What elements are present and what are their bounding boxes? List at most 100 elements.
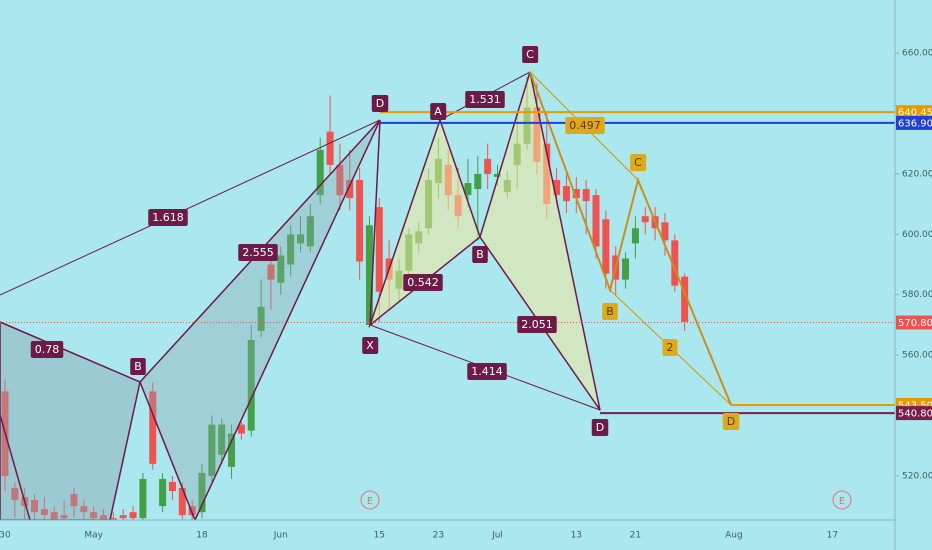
point-label: D bbox=[596, 421, 604, 434]
point-label: C bbox=[526, 48, 534, 61]
x-tick-label: 30 bbox=[0, 531, 11, 541]
candle-body bbox=[218, 424, 226, 455]
candle-body bbox=[553, 179, 561, 196]
y-tick-label: 660.00 bbox=[902, 49, 932, 59]
price-lines bbox=[0, 111, 895, 415]
candle-body bbox=[247, 340, 255, 431]
point-label: 2 bbox=[667, 341, 674, 354]
pattern-line bbox=[369, 119, 381, 326]
point-label: D bbox=[376, 97, 384, 110]
candle-body bbox=[641, 216, 649, 223]
x-tick-label: 18 bbox=[196, 531, 208, 541]
ratio-label: 2.051 bbox=[521, 318, 553, 331]
candle-body bbox=[602, 219, 610, 274]
earnings-label[interactable]: E bbox=[367, 496, 373, 507]
ratio-label: 1.414 bbox=[471, 365, 503, 378]
ratio-label: 2.555 bbox=[242, 246, 274, 259]
ratio-label: 1.618 bbox=[152, 211, 184, 224]
candle-body bbox=[90, 512, 98, 519]
candle-body bbox=[464, 182, 472, 196]
pattern-overlay bbox=[0, 71, 732, 520]
candle-body bbox=[237, 424, 245, 434]
point-label: X bbox=[366, 339, 374, 352]
label-box bbox=[565, 117, 605, 134]
label-box bbox=[630, 154, 647, 171]
candle-body bbox=[208, 424, 216, 476]
candle-body bbox=[622, 258, 630, 280]
candle-body bbox=[149, 391, 157, 464]
candle-body bbox=[139, 478, 147, 519]
x-tick-label: Aug bbox=[725, 531, 743, 541]
candle-body bbox=[267, 264, 275, 280]
candle-body bbox=[60, 515, 68, 519]
x-tick-label: 13 bbox=[571, 531, 582, 541]
label-box bbox=[602, 303, 618, 320]
earnings-icon[interactable] bbox=[832, 490, 852, 510]
candle-body bbox=[365, 225, 373, 325]
candle-body bbox=[70, 494, 78, 507]
candle-body bbox=[50, 512, 58, 520]
label-box bbox=[591, 419, 609, 436]
price-label: 640.45 bbox=[898, 108, 932, 119]
earnings-icon[interactable] bbox=[360, 490, 380, 510]
x-tick-label: 23 bbox=[433, 531, 444, 541]
label-box bbox=[522, 46, 539, 63]
pattern-line bbox=[529, 71, 732, 406]
label-box bbox=[30, 341, 64, 358]
candle-body bbox=[661, 222, 669, 241]
candle-body bbox=[188, 506, 196, 516]
price-label-box bbox=[896, 115, 932, 130]
label-box bbox=[403, 274, 443, 291]
candle-body bbox=[681, 276, 689, 322]
pattern-line bbox=[0, 414, 31, 520]
price-label-box bbox=[896, 406, 932, 421]
point-label: A bbox=[434, 105, 442, 118]
candle-body bbox=[562, 186, 570, 202]
candle-body bbox=[572, 189, 580, 199]
ratio-label: 0.78 bbox=[35, 343, 60, 356]
candle-body bbox=[671, 240, 679, 286]
y-tick-label: 560.00 bbox=[902, 351, 932, 361]
ratio-label: 0.497 bbox=[569, 119, 601, 132]
candle-body bbox=[631, 228, 639, 244]
label-box bbox=[467, 363, 507, 380]
x-tick-label: Jul bbox=[491, 531, 503, 541]
candle-body bbox=[40, 509, 48, 516]
point-label: B bbox=[476, 248, 484, 261]
candle-body bbox=[592, 195, 600, 247]
candle-body bbox=[346, 179, 354, 199]
label-box bbox=[371, 95, 389, 112]
point-label: B bbox=[606, 305, 614, 318]
label-box bbox=[472, 246, 488, 263]
candle-body bbox=[198, 472, 206, 513]
candle-body bbox=[159, 478, 167, 507]
price-label: 540.80 bbox=[898, 409, 932, 420]
candle-body bbox=[257, 306, 265, 331]
candle-body bbox=[277, 255, 285, 283]
candle-body bbox=[356, 179, 364, 262]
axes: 660.00 620.00 600.00 580.00 560.00 520.00 30 Ma… bbox=[0, 49, 932, 541]
candle-body bbox=[119, 515, 127, 519]
candle-body bbox=[494, 173, 501, 177]
point-label: C bbox=[634, 156, 642, 169]
price-label-box bbox=[896, 315, 932, 330]
label-box bbox=[130, 358, 146, 375]
x-tick-label: 17 bbox=[827, 531, 838, 541]
candle-body bbox=[109, 518, 117, 520]
candle-body bbox=[228, 433, 236, 467]
x-tick-label: 21 bbox=[630, 531, 641, 541]
pattern-labels: 0.78 B 1.618 2.555 D A 1.531 C 0.542 B X… bbox=[30, 46, 740, 436]
candle-body bbox=[484, 158, 492, 174]
label-box bbox=[662, 339, 678, 356]
ratio-label: 0.542 bbox=[407, 276, 439, 289]
candle-body bbox=[80, 506, 88, 513]
earnings-label[interactable]: E bbox=[839, 496, 845, 507]
x-tick-label: May bbox=[84, 531, 103, 541]
label-box bbox=[238, 244, 278, 261]
price-label: 636.90 bbox=[898, 118, 932, 129]
label-box bbox=[465, 91, 505, 108]
candle-body bbox=[474, 173, 482, 190]
x-tick-label: Jun bbox=[273, 531, 288, 541]
price-label: 543.50 bbox=[898, 400, 932, 411]
